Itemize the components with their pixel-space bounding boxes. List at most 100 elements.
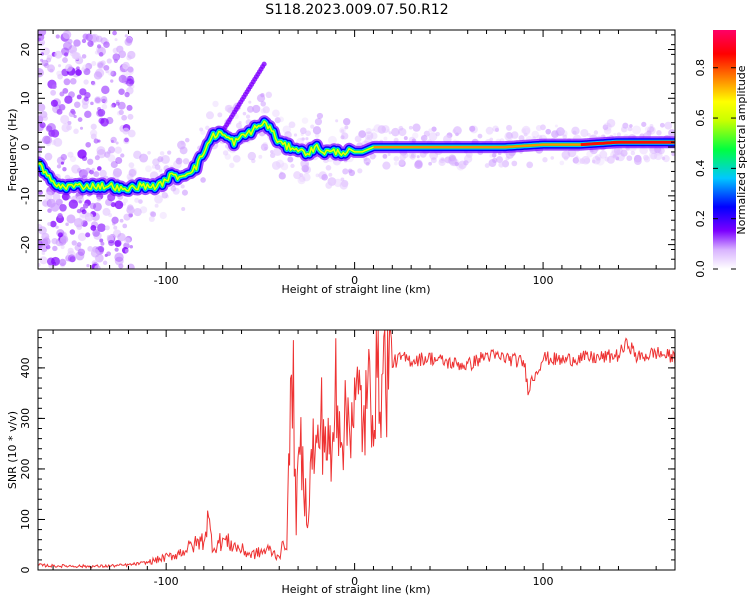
noise-blob (69, 155, 77, 163)
halo-blob (134, 197, 140, 203)
noise-blob (81, 67, 86, 72)
noise-blob (56, 164, 62, 169)
noise-blob (53, 137, 63, 147)
noise-blob (94, 96, 102, 104)
halo-blob (391, 127, 400, 137)
halo-blob (172, 183, 176, 188)
halo-blob (409, 154, 416, 160)
halo-blob (632, 125, 641, 135)
halo-blob (305, 130, 311, 137)
halo-blob (128, 169, 137, 177)
halo-blob (159, 211, 167, 220)
noise-blob (38, 68, 44, 78)
halo-blob (357, 168, 363, 174)
halo-blob (170, 185, 177, 192)
halo-blob (448, 154, 456, 162)
halo-blob (630, 150, 636, 156)
halo-blob (602, 124, 609, 131)
noise-blob (107, 154, 116, 163)
noise-blob (47, 222, 51, 226)
halo-blob (302, 173, 311, 182)
halo-blob (505, 132, 513, 139)
noise-blob (66, 214, 76, 224)
halo-blob (463, 154, 473, 163)
noise-blob (73, 39, 81, 47)
halo-blob (580, 128, 589, 138)
noise-blob (81, 54, 87, 59)
noise-blob (111, 102, 117, 108)
noise-blob (87, 158, 94, 165)
noise-blob (114, 38, 118, 42)
halo-blob (245, 114, 251, 119)
noise-blob (51, 237, 58, 245)
halo-blob (491, 152, 497, 158)
halo-blob (416, 155, 420, 159)
noise-blob (105, 69, 109, 74)
halo-blob (154, 203, 159, 208)
noise-blob (101, 103, 108, 110)
noise-blob (41, 251, 46, 255)
noise-blob (62, 87, 69, 94)
halo-blob (641, 121, 647, 127)
halo-blob (381, 125, 390, 134)
noise-blob (97, 223, 106, 233)
halo-blob (128, 167, 138, 176)
noise-blob (90, 123, 97, 130)
halo-blob (659, 122, 665, 128)
noise-blob (38, 115, 44, 124)
noise-blob (124, 34, 128, 38)
noise-blob (70, 77, 77, 85)
halo-blob (343, 118, 351, 126)
halo-blob (463, 160, 469, 166)
y-tick-label: 0 (19, 567, 32, 574)
halo-blob (634, 157, 642, 164)
noise-blob (126, 55, 132, 61)
noise-blob (42, 115, 48, 121)
noise-blob (110, 139, 114, 143)
halo-blob (339, 181, 348, 190)
y-tick-label: -10 (19, 187, 32, 205)
halo-blob (388, 131, 392, 135)
halo-blob (348, 169, 356, 177)
halo-blob (180, 140, 185, 145)
noise-blob (76, 195, 84, 204)
noise-blob (56, 70, 63, 77)
noise-blob (124, 248, 130, 254)
halo-blob (363, 156, 368, 162)
noise-blob (114, 252, 124, 262)
noise-blob (111, 216, 119, 224)
halo-blob (260, 101, 266, 107)
noise-blob (83, 79, 89, 85)
halo-blob (165, 194, 170, 199)
noise-blob (110, 79, 114, 83)
halo-blob (172, 187, 180, 195)
noise-blob (54, 50, 63, 59)
halo-blob (450, 154, 457, 161)
halo-blob (428, 132, 438, 141)
noise-blob (110, 104, 115, 108)
noise-blob (107, 69, 114, 76)
halo-blob (489, 137, 494, 142)
noise-blob (96, 196, 102, 202)
noise-blob (100, 117, 109, 127)
noise-blob (77, 149, 87, 159)
noise-blob (81, 102, 89, 110)
noise-blob (76, 209, 81, 213)
noise-blob (96, 44, 102, 49)
noise-blob (82, 100, 86, 104)
noise-blob (121, 114, 128, 121)
noise-blob (90, 33, 100, 43)
halo-blob (270, 152, 276, 159)
noise-blob (60, 114, 70, 125)
halo-blob (382, 153, 388, 159)
halo-blob (247, 151, 257, 161)
noise-blob (99, 238, 104, 243)
colorbar: 0.0 0.2 0.4 0.6 0.8 Normalized spectral ampl… (694, 30, 748, 278)
halo-blob (262, 106, 270, 114)
halo-blob (177, 157, 181, 162)
snr-x-label: Height of straight line (km) (281, 583, 430, 596)
halo-blob (154, 164, 161, 170)
halo-blob (398, 127, 407, 137)
noise-blob (88, 34, 98, 43)
